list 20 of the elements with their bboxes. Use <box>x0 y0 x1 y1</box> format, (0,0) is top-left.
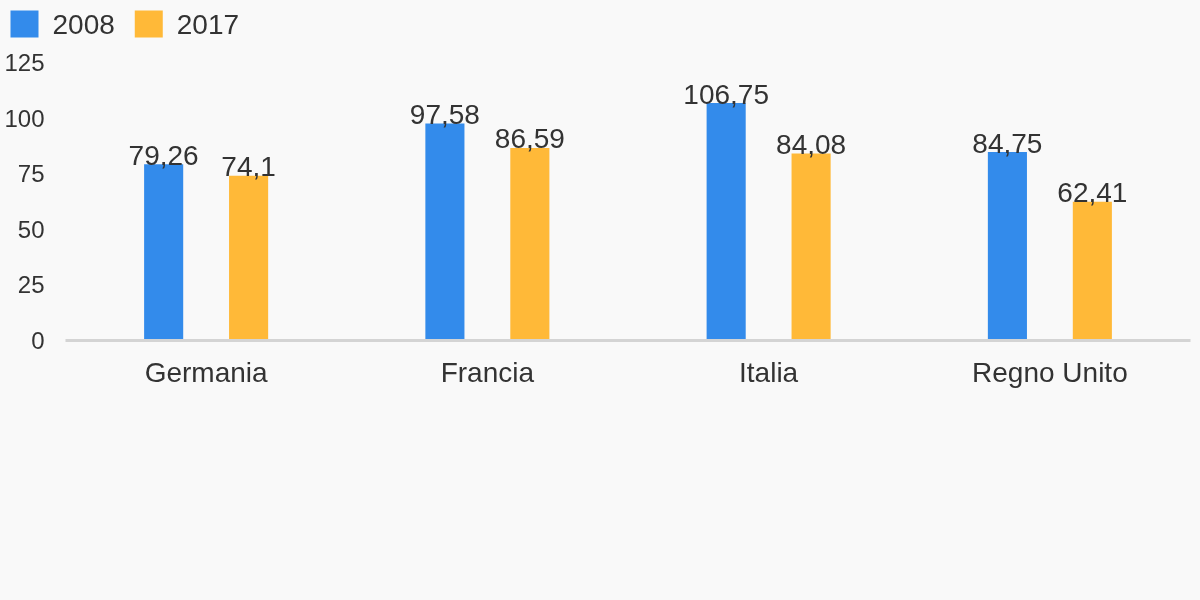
data-label: 97,58 <box>409 98 480 130</box>
data-label: 74,1 <box>221 151 276 183</box>
x-tick-label: Italia <box>739 356 799 388</box>
y-tick-label: 25 <box>17 271 45 299</box>
y-tick-label: 0 <box>31 327 45 354</box>
data-label: 84,75 <box>972 127 1043 159</box>
x-tick-label: Regno Unito <box>972 356 1128 388</box>
y-tick-label: 75 <box>17 160 45 188</box>
y-tick-label: 100 <box>4 104 45 132</box>
data-label: 84,08 <box>776 129 847 161</box>
legend-label: 2008 <box>52 9 115 40</box>
x-tick-label: Germania <box>144 356 269 388</box>
x-tick-label: Francia <box>440 356 535 388</box>
data-label: 106,75 <box>683 78 769 110</box>
data-label: 86,59 <box>494 123 565 155</box>
legend-label: 2017 <box>176 9 240 40</box>
y-tick-label: 125 <box>4 49 45 76</box>
data-label: 79,26 <box>128 139 199 171</box>
y-tick-label: 50 <box>17 215 45 243</box>
data-label: 62,41 <box>1057 177 1128 209</box>
